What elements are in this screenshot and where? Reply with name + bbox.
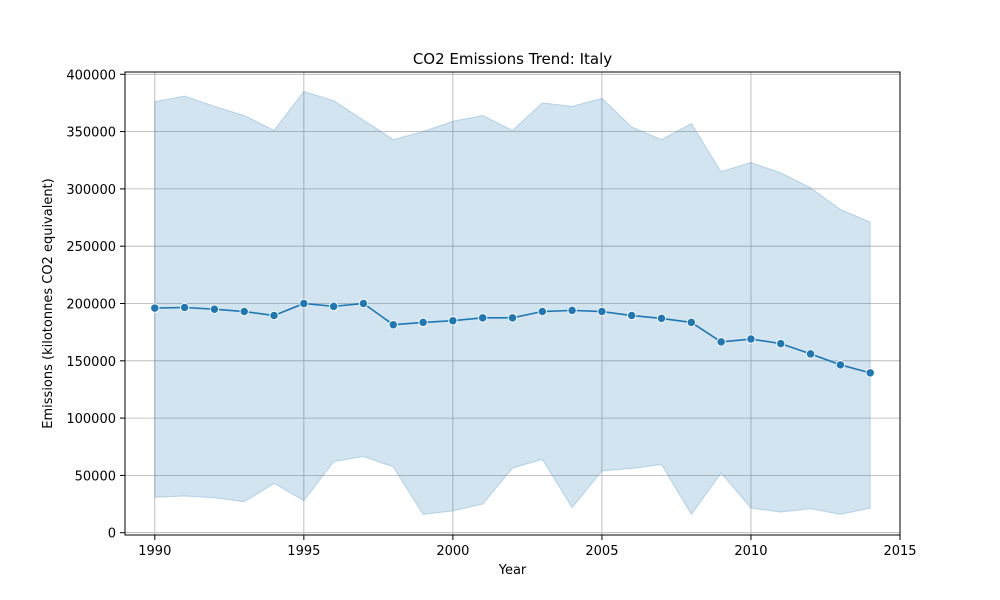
x-tick-label: 2000 <box>436 544 469 559</box>
y-axis-label: Emissions (kilotonnes CO2 equivalent) <box>41 178 56 428</box>
data-point <box>269 310 279 321</box>
confidence-band-layer <box>154 90 871 516</box>
data-point <box>329 301 339 312</box>
data-point <box>507 313 518 323</box>
x-axis-ticks: 1990 1995 2000 2005 2010 2015 <box>138 535 917 559</box>
data-point <box>299 298 309 309</box>
data-point <box>388 320 398 330</box>
data-point <box>746 334 756 344</box>
x-tick-label: 2015 <box>883 544 916 559</box>
data-point <box>478 313 488 323</box>
data-point <box>448 316 458 326</box>
data-point <box>805 349 816 359</box>
y-axis-ticks: 0 50000 100000 150000 200000 250000 300000 3500… <box>66 68 125 542</box>
data-point <box>865 368 875 378</box>
x-tick-label: 2010 <box>734 544 767 559</box>
grid <box>125 72 901 535</box>
data-point <box>418 317 428 328</box>
y-tick-label: 350000 <box>66 126 116 141</box>
data-point <box>627 310 637 321</box>
x-tick-label: 1995 <box>287 544 320 559</box>
y-tick-label: 200000 <box>66 298 116 313</box>
data-point <box>835 360 846 370</box>
y-tick-label: 50000 <box>75 469 116 484</box>
x-axis-label: Year <box>498 563 527 578</box>
y-tick-label: 150000 <box>66 355 116 370</box>
data-point <box>179 302 190 313</box>
y-tick-label: 100000 <box>66 412 116 427</box>
data-point <box>716 337 726 347</box>
data-point <box>239 306 249 317</box>
y-tick-label: 250000 <box>66 240 116 255</box>
data-point <box>358 298 369 309</box>
data-point <box>776 338 786 349</box>
confidence-band <box>154 90 871 516</box>
data-points <box>150 298 875 378</box>
x-tick-label: 1990 <box>138 544 171 559</box>
y-tick-label: 300000 <box>66 183 116 198</box>
x-tick-label: 2005 <box>585 544 618 559</box>
chart-title: CO2 Emissions Trend: Italy <box>413 50 612 68</box>
data-point <box>537 306 547 317</box>
data-point <box>209 304 220 314</box>
data-point <box>567 305 577 316</box>
y-tick-label: 0 <box>108 527 116 542</box>
data-point <box>656 313 667 324</box>
data-point <box>150 303 160 313</box>
data-point <box>597 306 607 317</box>
y-tick-label: 400000 <box>66 68 116 83</box>
data-point <box>686 317 696 328</box>
